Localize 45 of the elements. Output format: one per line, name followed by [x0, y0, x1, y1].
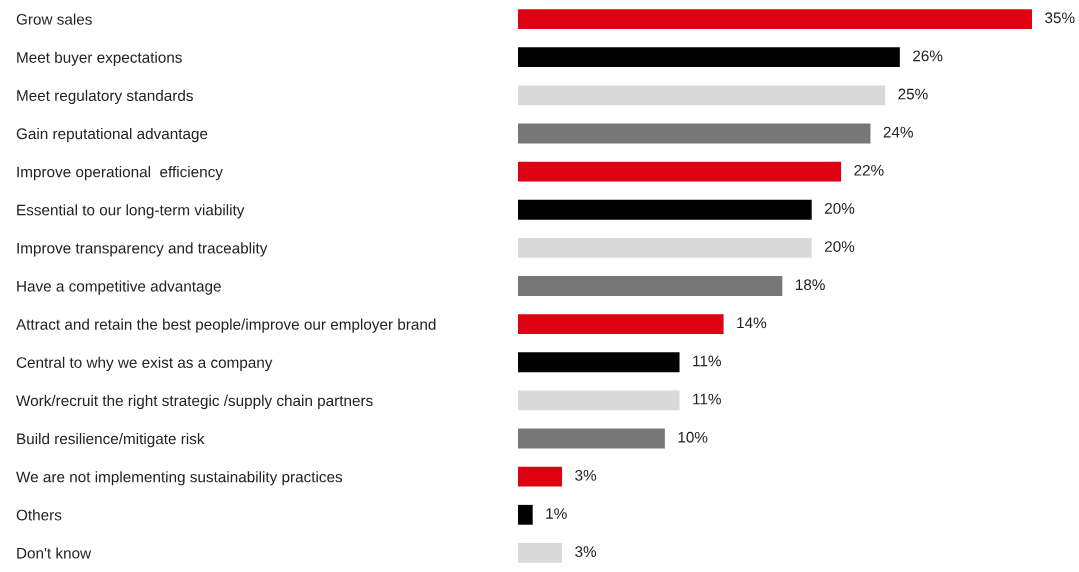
bar: [518, 390, 680, 411]
bar: [518, 123, 871, 144]
y-tick-label: Others: [16, 509, 62, 521]
data-label: 20%: [824, 241, 855, 252]
data-label: 11%: [693, 393, 721, 405]
data-label: 3%: [575, 469, 597, 481]
data-label: 25%: [898, 88, 928, 100]
data-label: 11%: [693, 355, 721, 367]
y-tick-label: Attract and retain the best people/improve our employer brand: [16, 318, 436, 333]
y-tick-label: Meet buyer expectations: [17, 51, 182, 66]
bar: [518, 199, 812, 220]
y-tick-label: We are not implementing sustainability practices: [16, 471, 343, 486]
data-label: 24%: [883, 126, 913, 138]
data-label: 3%: [575, 546, 597, 558]
data-label: 22%: [854, 164, 884, 176]
y-tick-label: Essential to our long-term viability: [17, 204, 245, 219]
y-tick-label: Build resilience/mitigate risk: [17, 433, 205, 448]
y-tick-label: Grow sales: [16, 13, 92, 25]
bar: [518, 47, 900, 68]
bar: [518, 237, 812, 258]
bar: [518, 9, 1032, 29]
y-tick-label: Work/recruit the right strategic /supply chain partners: [16, 394, 373, 410]
bar: [518, 504, 533, 525]
y-tick-label: Improve transparency and traceablity: [17, 242, 268, 257]
data-label: 1%: [546, 508, 567, 519]
y-tick-label: Have a competitive advantage: [17, 280, 221, 295]
y-tick-label: Improve operational efficiency: [17, 166, 223, 181]
data-label: 14%: [737, 317, 767, 329]
data-label: 18%: [796, 279, 825, 291]
bar: [518, 428, 665, 449]
data-label: 10%: [678, 431, 708, 443]
bar: [518, 161, 842, 182]
bar: [518, 543, 563, 563]
bar: [518, 276, 783, 296]
bar: [518, 85, 886, 106]
y-tick-label: Gain reputational advantage: [16, 127, 208, 143]
data-label: 35%: [1045, 12, 1075, 24]
y-tick-label: Don't know: [17, 547, 92, 559]
data-label: 20%: [824, 203, 855, 214]
bar: [518, 314, 724, 335]
y-tick-label: Meet regulatory standards: [17, 89, 193, 105]
data-label: 26%: [913, 50, 943, 62]
y-tick-label: Central to why we exist as a company: [16, 356, 273, 371]
bar: [518, 466, 563, 487]
bar: [518, 352, 680, 373]
